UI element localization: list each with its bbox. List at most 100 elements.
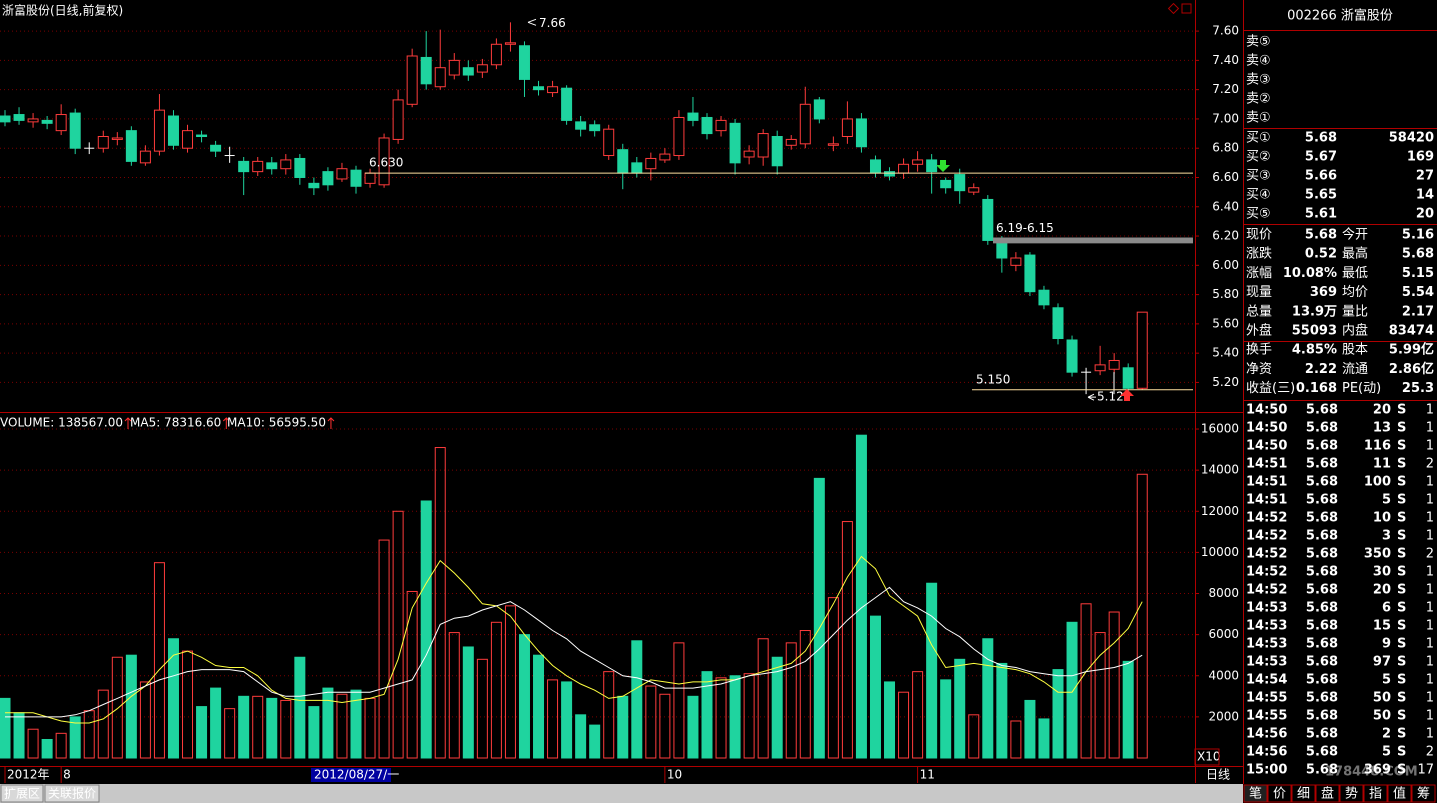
stat-value: 2.22 <box>1305 362 1337 377</box>
trade-price: 5.68 <box>1306 745 1338 760</box>
candle-body <box>364 172 376 184</box>
bottom-bar <box>0 784 1243 803</box>
stat-label: PE(动) <box>1342 381 1381 396</box>
trade-side: S <box>1397 565 1406 580</box>
trade-volume: 9 <box>1382 637 1391 652</box>
side-tab[interactable] <box>1363 784 1388 803</box>
side-tab-label[interactable]: 势 <box>1345 786 1358 802</box>
candle-body <box>1108 359 1120 370</box>
trade-volume: 50 <box>1373 709 1391 724</box>
side-tab[interactable] <box>1387 784 1412 803</box>
y-tick-label: 7.40 <box>1212 53 1239 67</box>
watermark: 178448.COM <box>1325 765 1418 780</box>
bid-price: 5.67 <box>1305 150 1337 165</box>
trade-volume: 3 <box>1382 529 1391 544</box>
candle-body <box>1094 364 1106 372</box>
candle-body <box>575 121 587 130</box>
side-tab-label[interactable]: 盘 <box>1321 786 1334 802</box>
volume-bar <box>504 605 516 759</box>
candle-body <box>827 143 839 146</box>
trade-count: 1 <box>1426 565 1434 580</box>
volume-bar <box>898 691 910 759</box>
tab-label[interactable]: 关联报价 <box>48 786 96 801</box>
side-tab[interactable] <box>1315 784 1340 803</box>
side-tab[interactable] <box>1291 784 1316 803</box>
candle-body <box>0 115 11 123</box>
candle-body <box>280 159 292 170</box>
candle-body <box>266 162 278 170</box>
y-tick-label: 2000 <box>1208 709 1239 723</box>
unit-box <box>1194 748 1220 766</box>
volume-bar <box>490 621 502 759</box>
trade-price: 5.68 <box>1306 529 1338 544</box>
side-tab-label[interactable]: 值 <box>1393 786 1406 802</box>
side-tab-label[interactable]: 笔 <box>1249 786 1262 802</box>
side-tab-label[interactable]: 筹 <box>1417 786 1430 802</box>
trade-count: 1 <box>1426 673 1434 688</box>
volume-bar <box>617 695 629 759</box>
trade-count: 2 <box>1426 547 1434 562</box>
bid-volume: 20 <box>1416 207 1434 222</box>
side-tab-label[interactable]: 指 <box>1369 787 1382 802</box>
trade-count: 1 <box>1426 709 1434 724</box>
tab[interactable] <box>0 784 44 803</box>
trade-price: 5.68 <box>1306 439 1338 454</box>
y-tick-label: 16000 <box>1201 422 1239 436</box>
candle-body <box>589 124 601 132</box>
trade-time: 14:53 <box>1246 637 1287 652</box>
icon[interactable] <box>1167 2 1180 15</box>
trade-volume: 20 <box>1373 583 1391 598</box>
stat-value: 5.68 <box>1402 247 1434 262</box>
level-label: 6.630 <box>369 156 403 170</box>
y-tick-label: 10000 <box>1201 545 1239 559</box>
candle-body <box>757 133 769 158</box>
side-tab[interactable] <box>1267 784 1292 803</box>
signal-up <box>1120 389 1134 401</box>
stat-value: 369 <box>1310 285 1337 300</box>
signal-down <box>936 160 950 172</box>
candle-body <box>771 136 783 167</box>
trade-volume: 2 <box>1382 727 1391 742</box>
candle-body <box>167 115 179 146</box>
stat-label: 最低 <box>1342 266 1368 281</box>
trade-side: S <box>1397 493 1406 508</box>
trade-price: 5.68 <box>1306 619 1338 634</box>
ask-label: 卖① <box>1246 111 1271 126</box>
trade-side: S <box>1397 673 1406 688</box>
trade-price: 5.68 <box>1306 421 1338 436</box>
volume-bar <box>69 716 81 759</box>
stat-value: 25.3 <box>1402 381 1434 396</box>
side-tab[interactable] <box>1243 784 1268 803</box>
volume-bar <box>603 671 615 759</box>
icon[interactable] <box>1181 3 1192 14</box>
side-tab-label[interactable]: 细 <box>1297 787 1310 802</box>
trade-count: 1 <box>1426 655 1434 670</box>
candle-body <box>940 179 952 189</box>
stat-value: 5.68 <box>1305 228 1337 243</box>
candle-body <box>673 116 685 157</box>
volume-bar <box>1080 603 1092 759</box>
trade-side: S <box>1397 421 1406 436</box>
trade-volume: 97 <box>1373 655 1391 670</box>
volume-bar <box>547 679 559 759</box>
ask-label: 卖③ <box>1246 73 1271 88</box>
trade-count: 1 <box>1426 619 1434 634</box>
volume-bar <box>13 712 25 759</box>
side-tab-label[interactable]: 价 <box>1273 787 1286 802</box>
y-tick-label: 5.20 <box>1212 375 1239 389</box>
volume-bar <box>322 687 334 759</box>
volume-bar <box>97 689 109 759</box>
side-tab[interactable] <box>1339 784 1364 803</box>
tab-label[interactable]: 扩展区 <box>4 787 40 801</box>
y-tick-label: 5.60 <box>1212 316 1239 330</box>
side-tab[interactable] <box>1411 784 1436 803</box>
candle-body <box>869 159 881 174</box>
trade-price: 5.68 <box>1306 727 1338 742</box>
trade-time: 14:55 <box>1246 709 1287 724</box>
tab[interactable] <box>44 784 100 803</box>
volume-bar <box>715 677 727 759</box>
candle-body <box>322 171 334 186</box>
stat-value: 13.9万 <box>1292 304 1337 319</box>
